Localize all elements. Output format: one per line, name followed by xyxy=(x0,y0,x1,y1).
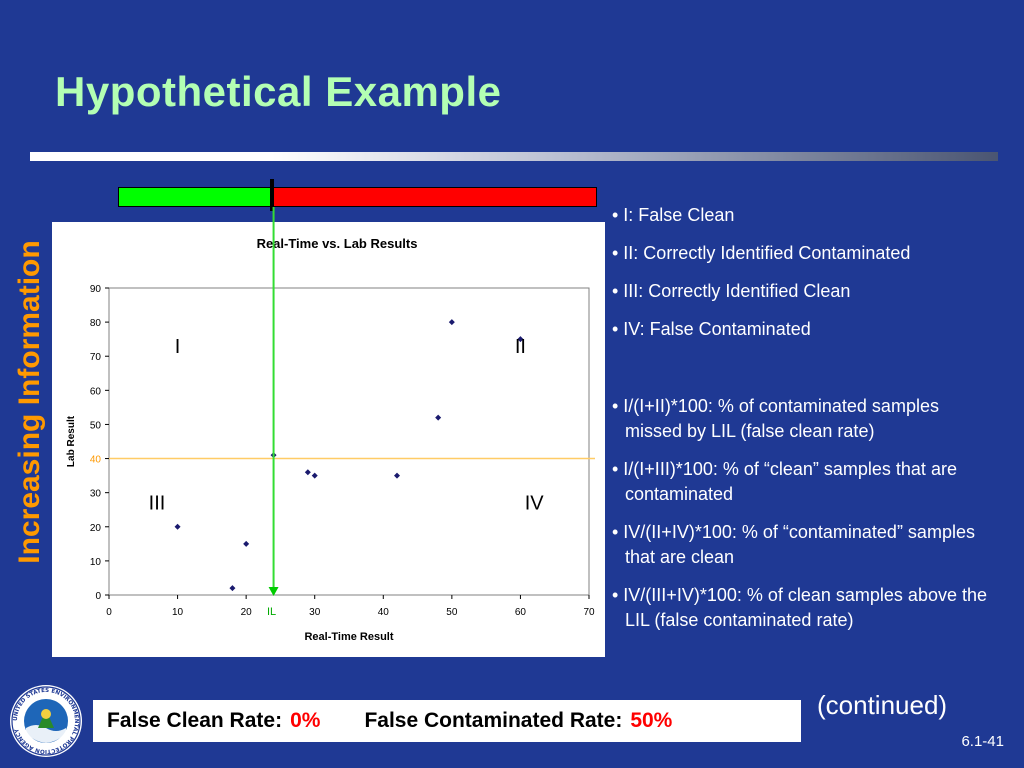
x-tick-label: 40 xyxy=(378,607,390,618)
x-tick-label: 70 xyxy=(583,607,595,618)
data-point xyxy=(435,414,442,421)
bullet-formula-4: • IV/(III+IV)*100: % of clean samples ab… xyxy=(612,585,988,630)
x-tick-label: 30 xyxy=(309,607,321,618)
false-contaminated-label: False Contaminated Rate: xyxy=(364,709,623,732)
data-point xyxy=(174,523,181,530)
x-tick-label: 60 xyxy=(515,607,527,618)
quadrant-label-i: I xyxy=(175,336,181,358)
bullet-quadrant-4: • IV: False Contaminated xyxy=(612,319,811,339)
data-point xyxy=(517,336,524,343)
y-tick-label: 0 xyxy=(95,591,101,602)
y-tick-label: 80 xyxy=(90,318,102,329)
y-tick-label: 90 xyxy=(90,284,102,295)
y-tick-label: 20 xyxy=(90,523,102,534)
quadrant-label-iii: III xyxy=(149,493,166,515)
data-point xyxy=(311,472,318,479)
scatter-chart-container: Real-Time vs. Lab Results 0 10 20 30 40 50 60 70… xyxy=(52,222,605,657)
chart-background xyxy=(52,222,605,657)
data-point xyxy=(304,469,311,476)
x-axis-label: Real-Time Result xyxy=(304,631,393,643)
slide-title: Hypothetical Example xyxy=(55,68,502,115)
bullet-quadrant-2: • II: Correctly Identified Contaminated xyxy=(612,243,911,263)
y-tick-label: 70 xyxy=(90,352,102,363)
bullet-panel: • I: False Clean • II: Correctly Identif… xyxy=(612,203,992,646)
epa-seal-icon: UNITED STATES ENVIRONMENTAL PROTECTION A… xyxy=(10,685,82,757)
y-tick-label: 30 xyxy=(90,489,102,500)
data-point xyxy=(394,472,400,479)
y-tick-label: 60 xyxy=(90,386,102,397)
y-axis-label: Lab Result xyxy=(66,415,77,467)
bullet-formula-2: • I/(I+III)*100: % of “clean” samples th… xyxy=(612,459,957,504)
slide-number: 6.1-41 xyxy=(961,733,1004,750)
chart-title: Real-Time vs. Lab Results xyxy=(257,236,418,251)
y-tick-label: 50 xyxy=(90,420,102,431)
bullet-formula-3: • IV/(II+IV)*100: % of “contaminated” sa… xyxy=(612,522,975,567)
x-tick-label: 50 xyxy=(446,607,458,618)
plot-area-border xyxy=(108,287,590,596)
y-tick-label: 40 xyxy=(90,455,102,466)
title-divider xyxy=(30,152,998,161)
continued-label: (continued) xyxy=(817,690,948,720)
data-point xyxy=(243,540,250,547)
scatter-chart: Real-Time vs. Lab Results 0 10 20 30 40 50 60 70… xyxy=(52,222,605,657)
lil-label: IL xyxy=(267,606,276,618)
x-tick-label: 0 xyxy=(106,607,112,618)
quadrant-label-ii: II xyxy=(515,336,526,358)
x-tick-label: 20 xyxy=(241,607,253,618)
bullet-formula-1: • I/(I+II)*100: % of contaminated sample… xyxy=(612,396,939,441)
data-point xyxy=(448,319,455,326)
bullet-spacer xyxy=(612,355,992,394)
data-point xyxy=(229,585,236,592)
y-tick-label: 10 xyxy=(90,557,102,568)
false-contaminated-value: 50% xyxy=(630,709,673,732)
rate-summary-box: False Clean Rate: 0% False Contaminated … xyxy=(93,700,801,742)
quadrant-label-iv: IV xyxy=(525,493,545,515)
x-tick-label: 10 xyxy=(172,607,184,618)
false-clean-value: 0% xyxy=(290,709,321,732)
bullet-quadrant-1: • I: False Clean xyxy=(612,205,735,225)
bullet-quadrant-3: • III: Correctly Identified Clean xyxy=(612,281,851,301)
false-clean-label: False Clean Rate: xyxy=(107,709,283,732)
lil-arrowhead xyxy=(268,587,279,596)
range-bar-divider xyxy=(270,179,274,211)
